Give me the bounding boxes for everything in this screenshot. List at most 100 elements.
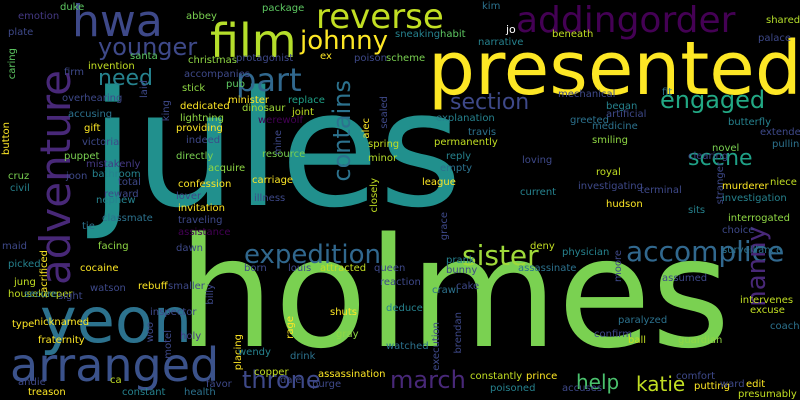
- word: bunny: [446, 265, 478, 276]
- word: drink: [290, 351, 316, 362]
- word: stranger: [715, 162, 726, 205]
- word: spring: [368, 139, 400, 150]
- word: scene: [688, 146, 753, 171]
- word: smaller: [168, 281, 205, 292]
- word: invention: [88, 61, 135, 72]
- word: civil: [10, 183, 30, 194]
- word: clearing: [688, 151, 729, 162]
- word: younger: [98, 33, 198, 61]
- word: execution: [431, 322, 442, 371]
- word: artificial: [606, 109, 647, 120]
- word: sits: [688, 205, 706, 216]
- word: billy: [205, 284, 216, 305]
- word: permanently: [434, 137, 498, 148]
- word: physician: [562, 247, 610, 258]
- word: smiling: [592, 135, 628, 146]
- word: treason: [28, 387, 66, 398]
- word: werewolf: [258, 115, 303, 126]
- word: addingorder: [516, 0, 736, 41]
- word: scheme: [386, 53, 426, 64]
- word: expedition: [244, 240, 381, 270]
- word: dedicated: [180, 101, 230, 112]
- word: picked: [8, 259, 41, 270]
- word: queen: [374, 263, 406, 274]
- word: lover: [176, 191, 202, 202]
- word: carriage: [252, 175, 294, 186]
- word: hwa: [72, 0, 163, 47]
- word: deduce: [386, 303, 423, 314]
- word: puppet: [64, 151, 100, 162]
- word: butterfly: [728, 117, 772, 128]
- word: film: [210, 14, 297, 68]
- word: interrogated: [728, 213, 791, 224]
- word: louis: [288, 263, 312, 274]
- word: victoria: [82, 137, 120, 148]
- word: caring: [7, 48, 18, 80]
- word: novel: [712, 143, 740, 154]
- word: travis: [468, 127, 497, 138]
- word: gift: [84, 123, 101, 134]
- word: grace: [439, 212, 450, 241]
- word: replace: [288, 95, 325, 106]
- word: purge: [312, 379, 342, 390]
- word: empty: [440, 163, 473, 174]
- word: total: [118, 177, 141, 188]
- word: attracted: [320, 263, 367, 274]
- word: deny: [530, 241, 555, 252]
- word: rebuff: [138, 281, 168, 292]
- word: paralyzed: [618, 315, 668, 326]
- word: reply: [446, 151, 472, 162]
- word: plate: [8, 27, 34, 38]
- word: hudson: [606, 199, 643, 210]
- word: royal: [596, 167, 621, 178]
- word: sealed: [379, 96, 390, 129]
- word: package: [262, 3, 305, 14]
- word: assassinate: [518, 263, 577, 274]
- word: invitation: [178, 203, 226, 214]
- word: illness: [254, 193, 286, 204]
- word: investigating: [578, 181, 643, 192]
- word: dawn: [176, 243, 203, 254]
- word: palace: [758, 33, 792, 44]
- word: confirm: [594, 329, 632, 340]
- word: shared: [766, 15, 800, 26]
- word: march: [390, 366, 466, 394]
- word: acquire: [208, 163, 246, 174]
- word: stick: [182, 83, 206, 94]
- word: narrative: [478, 37, 524, 48]
- word: crawl: [432, 285, 459, 296]
- word: constantly: [470, 371, 523, 382]
- word: emotion: [18, 11, 60, 22]
- word: cruz: [8, 171, 30, 182]
- word: guardian: [678, 335, 723, 346]
- word: closely: [369, 178, 380, 213]
- word: abbey: [186, 11, 217, 22]
- word: mechanical: [558, 89, 616, 100]
- word: section: [450, 90, 530, 115]
- word: accuses: [562, 383, 603, 394]
- word: copper: [254, 367, 289, 378]
- word: mistakenly: [86, 159, 141, 170]
- word: ca: [110, 375, 122, 386]
- word: engaged: [660, 86, 766, 114]
- word: tie: [82, 221, 95, 232]
- word: assassination: [318, 369, 386, 380]
- word: prank: [446, 255, 475, 266]
- word: duke: [60, 2, 85, 13]
- word: nicknamed: [34, 317, 90, 328]
- word: pub: [226, 79, 246, 90]
- word: reverse: [316, 0, 444, 37]
- word: joint: [292, 107, 314, 118]
- word: jo: [506, 23, 516, 36]
- word: investigation: [722, 193, 787, 204]
- word: assumed: [662, 273, 708, 284]
- word: sight: [58, 291, 83, 302]
- word: wendy: [238, 347, 271, 358]
- word: niece: [770, 177, 797, 188]
- word: comfort: [676, 371, 716, 382]
- word: holy: [180, 331, 202, 342]
- word: christmas: [188, 55, 237, 66]
- word: putting: [694, 381, 730, 392]
